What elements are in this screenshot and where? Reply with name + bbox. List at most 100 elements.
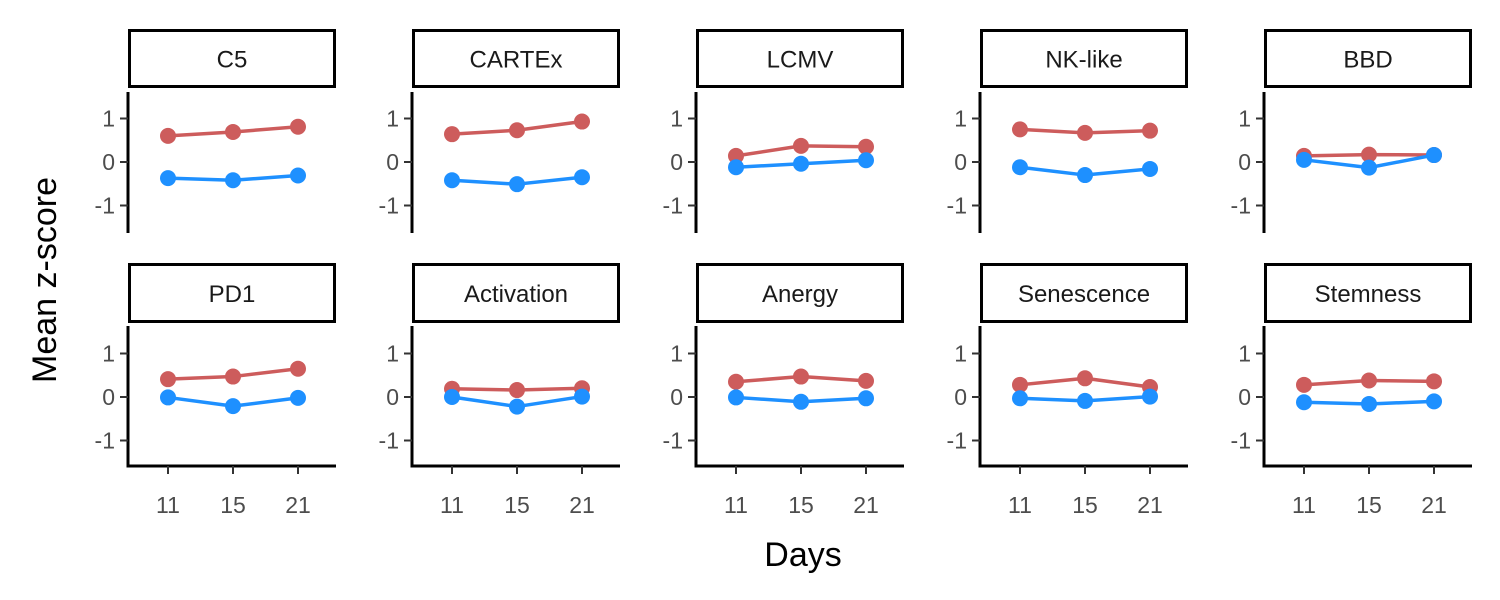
data-point [574, 113, 590, 130]
data-point [728, 373, 744, 390]
y-tick-label: 1 [670, 341, 683, 367]
x-tick-label: 15 [504, 492, 530, 518]
data-point [225, 398, 241, 415]
y-tick-label: -1 [379, 193, 399, 219]
x-tick-label: 11 [724, 492, 748, 518]
data-point [509, 122, 525, 139]
data-point [509, 176, 525, 193]
y-tick-label: -1 [1231, 428, 1251, 454]
y-tick-label: 1 [954, 106, 967, 132]
y-axis-title: Mean z-score [26, 177, 64, 383]
data-point [858, 372, 874, 389]
data-point [1361, 395, 1377, 412]
y-tick-label: -1 [95, 428, 115, 454]
data-point [1077, 124, 1093, 141]
strip-box [1264, 29, 1472, 88]
data-point [1012, 159, 1028, 176]
y-tick-label: -1 [1231, 193, 1251, 219]
strip-box [412, 263, 620, 323]
data-point [160, 170, 176, 187]
data-point [1296, 394, 1312, 411]
data-point [574, 169, 590, 186]
data-point [509, 398, 525, 415]
y-tick-label: 1 [102, 341, 115, 367]
panel: BBD 1 0 -1 [1231, 29, 1472, 233]
y-tick-label: 0 [102, 384, 115, 410]
data-point [290, 360, 306, 377]
y-tick-label: 0 [670, 149, 683, 175]
strip-box [696, 29, 904, 88]
x-tick-label: 11 [156, 492, 180, 518]
data-point [225, 368, 241, 385]
data-point [1077, 167, 1093, 184]
data-point [1361, 146, 1377, 163]
panel: Senescence 1 0 -1 11 15 21 [947, 263, 1188, 518]
data-point [793, 393, 809, 410]
data-point [1077, 370, 1093, 387]
strip-label: Activation [464, 281, 568, 308]
strip-box [980, 29, 1188, 88]
y-tick-label: 0 [954, 384, 967, 410]
panel: CARTEx 1 0 -1 [379, 29, 620, 233]
y-tick-label: -1 [947, 193, 967, 219]
panel: Stemness 1 0 -1 11 15 21 [1231, 263, 1472, 518]
x-tick-label: 11 [1008, 492, 1032, 518]
y-tick-label: -1 [95, 193, 115, 219]
data-point [160, 127, 176, 144]
strip-label: NK-like [1045, 47, 1122, 74]
y-tick-label: 1 [1238, 106, 1251, 132]
x-tick-label: 11 [1292, 492, 1316, 518]
data-point [1142, 388, 1158, 405]
data-point [1142, 122, 1158, 139]
y-tick-label: 0 [1238, 384, 1251, 410]
x-tick-label: 15 [788, 492, 814, 518]
y-tick-label: 1 [102, 106, 115, 132]
data-point [444, 126, 460, 143]
strip-box [128, 29, 336, 88]
x-tick-label: 21 [285, 492, 311, 518]
data-point [728, 389, 744, 406]
x-tick-label: 21 [1421, 492, 1447, 518]
data-point [1012, 390, 1028, 407]
x-tick-label: 21 [569, 492, 595, 518]
strip-label: C5 [217, 47, 248, 74]
data-point [728, 147, 744, 164]
strip-label: Stemness [1315, 281, 1422, 308]
data-point [858, 152, 874, 169]
data-point [444, 389, 460, 405]
strip-label: Senescence [1018, 281, 1150, 308]
y-tick-label: -1 [947, 428, 967, 454]
x-tick-label: 15 [1356, 492, 1382, 518]
strip-label: CARTEx [470, 47, 563, 74]
data-point [1426, 393, 1442, 410]
y-tick-label: 0 [386, 384, 399, 410]
strip-box [696, 263, 904, 323]
y-tick-label: 1 [1238, 341, 1251, 367]
data-point [1361, 372, 1377, 389]
y-tick-label: 0 [1238, 149, 1251, 175]
data-point [858, 138, 874, 155]
data-point [444, 172, 460, 189]
data-point [290, 118, 306, 135]
data-point [290, 167, 306, 184]
y-tick-label: -1 [379, 428, 399, 454]
panel: Activation 1 0 -1 11 15 21 [379, 263, 620, 518]
data-point [1426, 147, 1442, 164]
data-point [793, 368, 809, 385]
data-point [1426, 373, 1442, 390]
x-tick-label: 11 [440, 492, 464, 518]
y-tick-label: -1 [663, 428, 683, 454]
strip-box [980, 263, 1188, 323]
data-point [160, 371, 176, 388]
panel: LCMV 1 0 -1 [663, 29, 904, 233]
strip-label: Anergy [762, 281, 838, 308]
strip-box [1264, 263, 1472, 323]
data-point [728, 159, 744, 176]
x-tick-label: 21 [853, 492, 879, 518]
data-point [290, 389, 306, 406]
y-tick-label: 1 [954, 341, 967, 367]
panel: NK-like 1 0 -1 [947, 29, 1188, 233]
panel: Anergy 1 0 -1 11 15 21 [663, 263, 904, 518]
facet-panels: C5 1 0 -1 CARTEx 1 0 -1 LCMV 1 0 -1 NK-like 1 0 -1 BBD 1 0… [95, 29, 1472, 518]
